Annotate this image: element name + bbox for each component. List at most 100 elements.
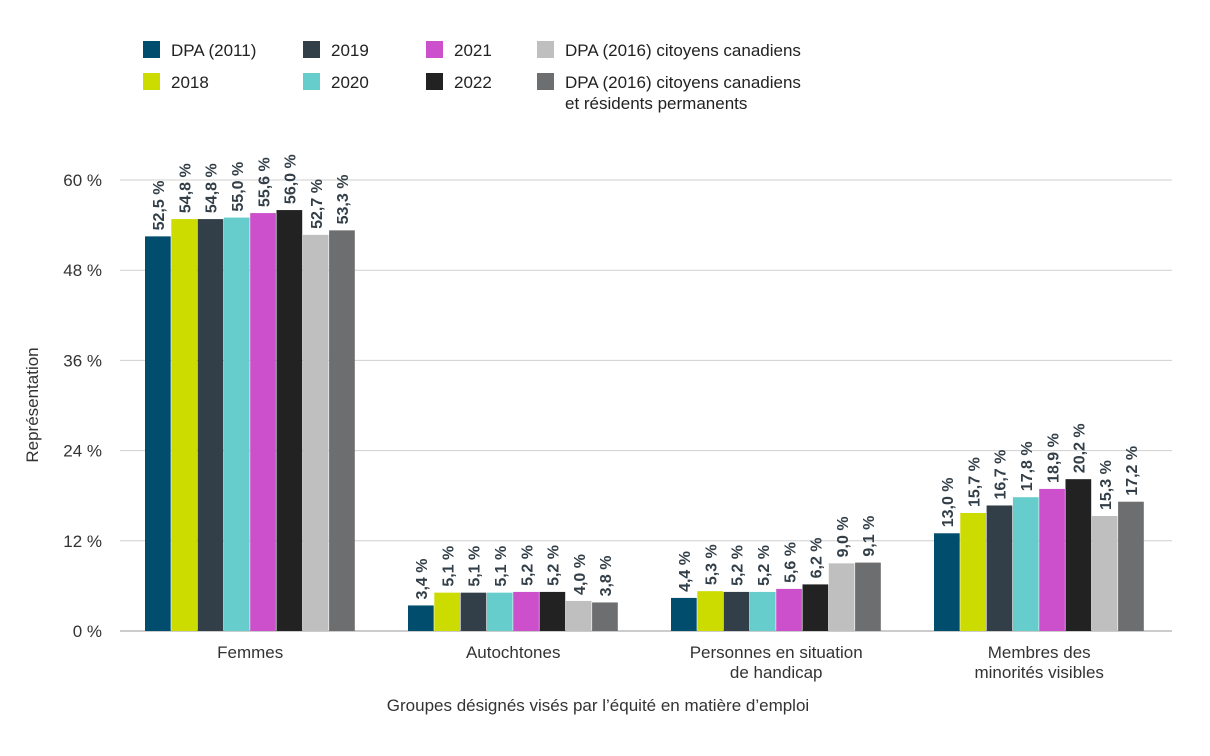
bar (828, 563, 855, 631)
data-label: 54,8 % (204, 163, 221, 213)
data-label: 56,0 % (283, 154, 300, 204)
bar (934, 533, 960, 631)
data-label: 17,8 % (1019, 441, 1036, 491)
bar (460, 592, 487, 631)
data-label: 18,9 % (1045, 433, 1062, 483)
legend-label: DPA (2016) citoyens canadiens et résident… (565, 73, 801, 113)
data-label: 3,8 % (598, 556, 615, 597)
data-label: 20,2 % (1072, 423, 1089, 473)
bar (1065, 479, 1092, 631)
data-label: 55,0 % (230, 162, 247, 212)
data-label: 53,3 % (335, 175, 352, 225)
legend-label: 2020 (331, 73, 369, 92)
data-label: 5,2 % (546, 545, 563, 586)
legend-swatch (143, 41, 160, 58)
legend-swatch (303, 41, 320, 58)
bar (434, 592, 460, 631)
legend-swatch (143, 73, 160, 90)
data-label: 52,7 % (309, 179, 326, 229)
data-label: 5,2 % (519, 545, 536, 586)
legend-item: 2018 (143, 72, 209, 93)
x-axis-title: Groupes désignés visés par l’équité en m… (387, 696, 809, 715)
data-label: 5,2 % (730, 545, 747, 586)
bar (1012, 497, 1039, 631)
data-label: 4,0 % (572, 554, 589, 595)
bar (802, 584, 829, 631)
bar (671, 597, 697, 631)
x-tick-label: minorités visibles (974, 663, 1103, 682)
y-tick-label: 36 % (63, 351, 102, 370)
x-tick-label: Personnes en situation (690, 643, 863, 662)
bar (302, 234, 329, 631)
data-label: 5,3 % (703, 544, 720, 585)
bar (986, 505, 1013, 631)
legend-swatch (537, 73, 554, 90)
data-label: 4,4 % (677, 551, 694, 592)
legend-label: 2021 (454, 41, 492, 60)
bar (697, 591, 723, 631)
x-tick-label: de handicap (730, 663, 823, 682)
data-label: 54,8 % (177, 163, 194, 213)
y-tick-label: 0 % (73, 622, 102, 641)
bar (855, 562, 881, 631)
bar (723, 591, 750, 631)
data-label: 52,5 % (151, 181, 168, 231)
y-tick-label: 48 % (63, 261, 102, 280)
bar (776, 588, 802, 631)
bar (276, 210, 303, 632)
data-label: 3,4 % (414, 559, 431, 600)
legend-swatch (426, 73, 443, 90)
bar (145, 236, 171, 631)
data-label: 9,1 % (861, 516, 878, 557)
legend-swatch (303, 73, 320, 90)
legend-label: DPA (2016) citoyens canadiens (565, 41, 801, 60)
bar (539, 591, 566, 631)
bar (250, 213, 276, 631)
legend: DPA (2011) 2018 2019 2020 2021 2022 DPA (2016)… (0, 0, 1210, 120)
x-tick-label: Autochtones (466, 643, 561, 662)
legend-label: 2022 (454, 73, 492, 92)
legend-item: DPA (2016) citoyens canadiens et résident… (537, 72, 801, 114)
data-label: 15,3 % (1098, 460, 1115, 510)
legend-item: 2022 (426, 72, 492, 93)
bar (1118, 501, 1144, 631)
bar (171, 219, 197, 631)
x-tick-label: Membres des (988, 643, 1091, 662)
data-label: 5,6 % (782, 542, 799, 583)
legend-item: 2020 (303, 72, 369, 93)
x-tick-label: Femmes (217, 643, 283, 662)
bar (749, 591, 776, 631)
data-label: 5,1 % (467, 546, 484, 587)
data-label: 13,0 % (940, 477, 957, 527)
legend-item: DPA (2011) (143, 40, 256, 61)
data-label: 55,6 % (256, 157, 273, 207)
bar (513, 591, 539, 631)
y-tick-label: 60 % (63, 171, 102, 190)
data-label: 16,7 % (993, 450, 1010, 500)
data-label: 15,7 % (966, 457, 983, 507)
legend-label: 2019 (331, 41, 369, 60)
bar (1039, 488, 1065, 631)
y-tick-label: 24 % (63, 442, 102, 461)
data-label: 9,0 % (835, 516, 852, 557)
legend-swatch (426, 41, 443, 58)
bar (486, 592, 513, 631)
legend-label: 2018 (171, 73, 209, 92)
y-axis-title: Représentation (23, 347, 42, 462)
legend-swatch (537, 41, 554, 58)
legend-item: 2019 (303, 40, 369, 61)
bar (329, 230, 355, 631)
y-tick-label: 12 % (63, 532, 102, 551)
data-label: 6,2 % (809, 537, 826, 578)
bar (1091, 515, 1118, 631)
bar (592, 602, 618, 631)
data-label: 5,1 % (440, 546, 457, 587)
bar (960, 512, 986, 631)
legend-label: DPA (2011) (171, 41, 257, 60)
data-label: 17,2 % (1124, 446, 1141, 496)
bar (565, 600, 592, 631)
legend-item: 2021 (426, 40, 492, 61)
legend-item: DPA (2016) citoyens canadiens (537, 40, 801, 61)
data-label: 5,1 % (493, 546, 510, 587)
